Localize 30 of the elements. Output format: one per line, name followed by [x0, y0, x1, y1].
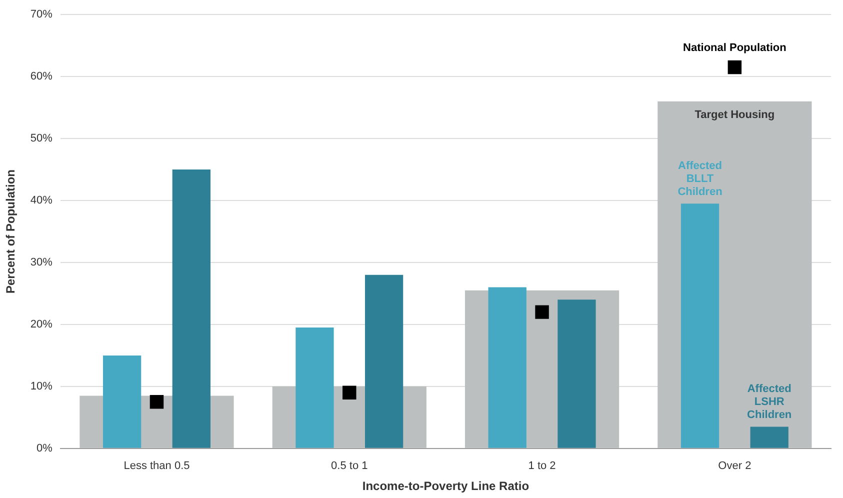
- y-tick-label: 20%: [30, 318, 53, 330]
- y-axis-title: Percent of Population: [4, 169, 18, 294]
- bar: [680, 204, 720, 448]
- series-label: Target Housing: [694, 108, 775, 121]
- bar: [750, 426, 788, 448]
- series-label: National Population: [683, 42, 787, 54]
- bar: [296, 328, 334, 448]
- series-label: Affected BLLT Children: [678, 160, 723, 198]
- bar: [102, 355, 142, 448]
- bar: [364, 274, 404, 448]
- bar: [558, 300, 596, 448]
- y-tick-label: 40%: [30, 194, 53, 207]
- x-tick-label: Over 2: [718, 460, 752, 472]
- point: [342, 386, 356, 400]
- x-axis-title: Income-to-Poverty Line Ratio: [362, 479, 530, 494]
- bar: [488, 287, 526, 448]
- point: [150, 395, 164, 409]
- series-label: Affected LSHR Children: [747, 383, 792, 422]
- point: [728, 60, 742, 74]
- bar: [172, 170, 210, 448]
- y-tick-label: 10%: [30, 380, 53, 392]
- y-tick-label: 0%: [36, 442, 53, 454]
- y-tick-label: 50%: [30, 132, 53, 145]
- y-tick-label: 70%: [30, 8, 53, 21]
- y-tick-label: 30%: [30, 256, 53, 269]
- y-tick-label: 60%: [30, 70, 53, 83]
- x-tick-label: Less than 0.5: [124, 460, 190, 472]
- point: [535, 305, 549, 319]
- x-tick-label: 1 to 2: [528, 460, 556, 472]
- x-tick-label: 0.5 to 1: [331, 460, 368, 472]
